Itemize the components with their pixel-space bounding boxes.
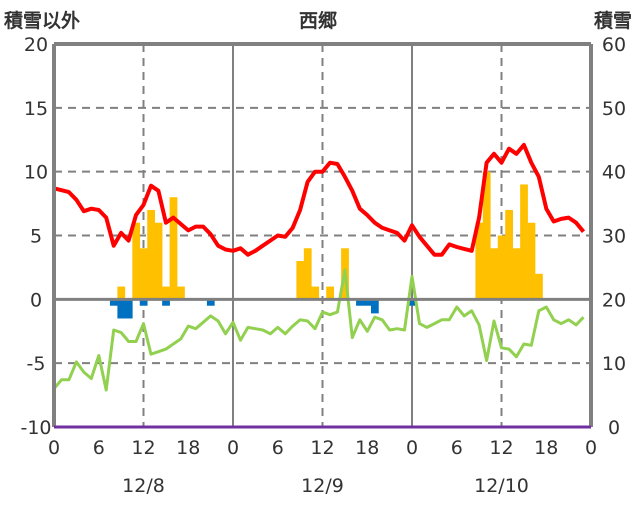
left-tick-label: -10	[20, 417, 51, 439]
snowfall-bar	[162, 286, 170, 300]
snow-decrease-bar	[206, 299, 215, 306]
snow-decrease-bar	[139, 299, 148, 306]
left-tick-label: 10	[24, 162, 48, 184]
right-tick-label: 30	[602, 226, 626, 248]
plot-frame	[52, 42, 593, 429]
snowfall-bar	[497, 235, 506, 300]
x-tick-label: 12	[131, 437, 155, 459]
x-tick-label: 0	[227, 437, 239, 459]
snowfall-bar	[326, 286, 334, 300]
snowfall-bar	[177, 286, 185, 300]
x-tick-label: 18	[355, 437, 379, 459]
x-tick-label: 0	[585, 437, 597, 459]
snowfall-bar	[475, 222, 484, 300]
snowfall-bar	[303, 248, 312, 300]
x-tick-label: 6	[93, 437, 105, 459]
x-tick-label: 6	[451, 437, 463, 459]
x-tick-label: 0	[48, 437, 60, 459]
snowfall-bar	[512, 248, 521, 300]
x-tick-label: 12	[489, 437, 513, 459]
snowfall-bar	[520, 184, 528, 300]
snowfall-bar	[296, 261, 305, 300]
series-lines	[52, 142, 586, 392]
snowfall-bar	[505, 209, 513, 300]
date-label: 12/9	[301, 475, 344, 497]
x-tick-label: 18	[534, 437, 558, 459]
snowfall-bar	[139, 248, 148, 300]
bars	[109, 171, 543, 319]
x-tick-label: 0	[406, 437, 418, 459]
x-tick-label: 6	[272, 437, 284, 459]
left-axis-title: 積雪以外	[4, 9, 80, 32]
right-tick-label: 20	[602, 289, 626, 311]
snow-decrease-bar	[356, 299, 364, 306]
date-label: 12/8	[122, 475, 165, 497]
x-tick-label: 12	[310, 437, 334, 459]
snowfall-bar	[154, 222, 163, 300]
snow-decrease-bar	[117, 299, 126, 319]
chart-title: 西郷	[299, 9, 337, 32]
right-tick-label: 10	[602, 353, 626, 375]
snowfall-bar	[482, 171, 491, 300]
snow-decrease-bar	[408, 299, 417, 306]
left-tick-label: 15	[24, 98, 48, 120]
snow-decrease-bar	[124, 299, 133, 319]
snowfall-bar	[527, 222, 536, 300]
left-tick-label: 5	[30, 226, 42, 248]
snowfall-bar	[147, 209, 155, 300]
left-tick-label: -5	[27, 353, 46, 375]
temperature-line	[52, 268, 585, 392]
snowfall-bar	[535, 273, 543, 300]
x-tick-label: 18	[176, 437, 200, 459]
right-tick-label: 50	[602, 98, 626, 120]
left-tick-label: 0	[30, 289, 42, 311]
snow-decrease-bar	[363, 299, 372, 306]
snow-decrease-bar	[109, 299, 118, 306]
right-tick-label: 60	[602, 34, 626, 56]
snowfall-bar	[169, 197, 178, 300]
left-tick-label: 20	[24, 34, 48, 56]
right-tick-label: 40	[602, 162, 626, 184]
snowfall-bar	[490, 248, 499, 300]
snow-decrease-bar	[162, 299, 170, 306]
date-label: 12/10	[474, 475, 529, 497]
snowfall-bar	[311, 286, 320, 300]
snowfall-bar	[132, 222, 141, 300]
snowfall-bar	[117, 286, 126, 300]
snow-decrease-bar	[370, 299, 379, 314]
snow-depth-line	[53, 142, 586, 257]
right-axis-title: 積雪	[594, 9, 632, 32]
right-tick-label: 0	[608, 417, 620, 439]
